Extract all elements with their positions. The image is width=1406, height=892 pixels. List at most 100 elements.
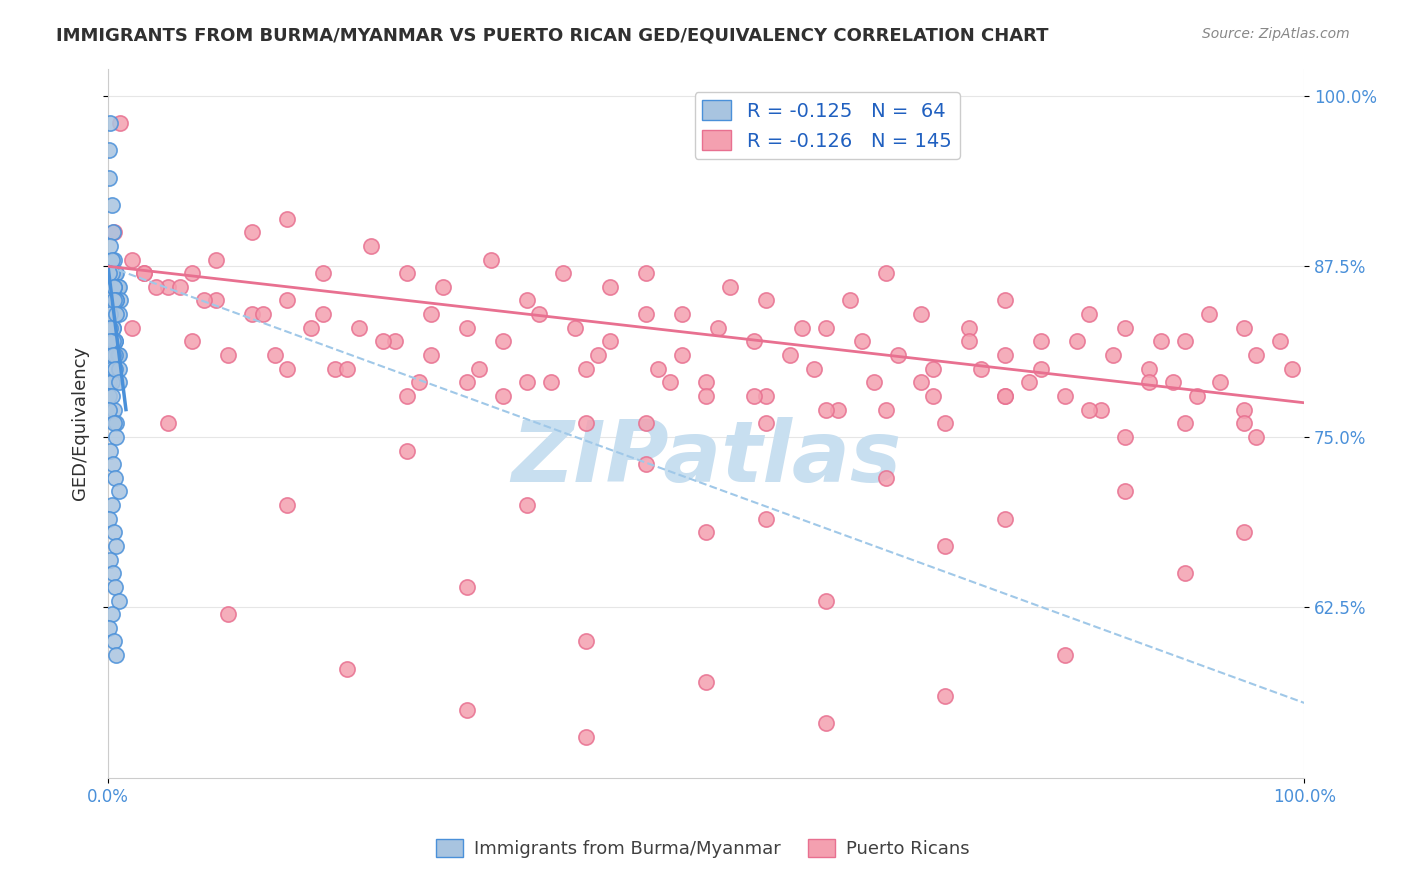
- Point: [695, 389, 717, 403]
- Point: [671, 307, 693, 321]
- Point: [145, 280, 167, 294]
- Point: [180, 334, 202, 349]
- Point: [814, 320, 837, 334]
- Point: [103, 280, 125, 294]
- Point: [104, 580, 127, 594]
- Legend: R = -0.125   N =  64, R = -0.126   N = 145: R = -0.125 N = 64, R = -0.126 N = 145: [695, 93, 959, 159]
- Point: [1174, 566, 1197, 581]
- Point: [204, 252, 226, 267]
- Point: [1270, 334, 1292, 349]
- Point: [217, 607, 239, 622]
- Point: [1209, 376, 1232, 390]
- Point: [1137, 361, 1160, 376]
- Point: [516, 376, 538, 390]
- Point: [98, 170, 121, 185]
- Point: [104, 266, 127, 280]
- Point: [575, 416, 598, 430]
- Point: [1114, 320, 1136, 334]
- Point: [659, 376, 682, 390]
- Point: [1161, 376, 1184, 390]
- Point: [103, 525, 125, 540]
- Point: [101, 457, 124, 471]
- Point: [910, 376, 932, 390]
- Point: [875, 402, 897, 417]
- Point: [105, 416, 128, 430]
- Point: [100, 266, 122, 280]
- Point: [1246, 430, 1268, 444]
- Point: [240, 307, 263, 321]
- Point: [98, 621, 121, 635]
- Point: [803, 361, 825, 376]
- Point: [695, 376, 717, 390]
- Point: [588, 348, 610, 362]
- Text: IMMIGRANTS FROM BURMA/MYANMAR VS PUERTO RICAN GED/EQUIVALENCY CORRELATION CHART: IMMIGRANTS FROM BURMA/MYANMAR VS PUERTO …: [56, 27, 1049, 45]
- Point: [107, 361, 129, 376]
- Point: [540, 376, 562, 390]
- Point: [599, 334, 621, 349]
- Point: [886, 348, 908, 362]
- Point: [779, 348, 801, 362]
- Point: [551, 266, 574, 280]
- Point: [101, 334, 124, 349]
- Point: [742, 389, 765, 403]
- Point: [1066, 334, 1088, 349]
- Point: [105, 430, 128, 444]
- Point: [695, 675, 717, 690]
- Point: [100, 198, 122, 212]
- Point: [1029, 361, 1052, 376]
- Point: [922, 361, 945, 376]
- Point: [934, 539, 956, 553]
- Point: [240, 225, 263, 239]
- Point: [1198, 307, 1220, 321]
- Point: [957, 320, 980, 334]
- Point: [371, 334, 394, 349]
- Point: [312, 266, 335, 280]
- Point: [1233, 402, 1256, 417]
- Point: [100, 320, 122, 334]
- Point: [1150, 334, 1173, 349]
- Point: [456, 703, 478, 717]
- Point: [695, 525, 717, 540]
- Point: [98, 144, 121, 158]
- Point: [1185, 389, 1208, 403]
- Point: [104, 334, 127, 349]
- Point: [107, 376, 129, 390]
- Point: [98, 376, 121, 390]
- Point: [1174, 334, 1197, 349]
- Point: [934, 689, 956, 703]
- Point: [217, 348, 239, 362]
- Point: [742, 334, 765, 349]
- Point: [121, 252, 143, 267]
- Point: [98, 389, 121, 403]
- Point: [420, 348, 443, 362]
- Point: [299, 320, 322, 334]
- Point: [827, 402, 849, 417]
- Point: [875, 471, 897, 485]
- Point: [101, 348, 124, 362]
- Point: [755, 389, 778, 403]
- Point: [875, 266, 897, 280]
- Point: [1018, 376, 1040, 390]
- Point: [100, 376, 122, 390]
- Point: [108, 116, 131, 130]
- Point: [994, 293, 1017, 308]
- Point: [479, 252, 502, 267]
- Point: [575, 634, 598, 648]
- Point: [103, 293, 125, 308]
- Point: [101, 225, 124, 239]
- Point: [994, 389, 1017, 403]
- Point: [101, 566, 124, 581]
- Text: ZIPatlas: ZIPatlas: [510, 417, 901, 500]
- Point: [814, 402, 837, 417]
- Point: [432, 280, 454, 294]
- Text: Source: ZipAtlas.com: Source: ZipAtlas.com: [1202, 27, 1350, 41]
- Point: [104, 334, 127, 349]
- Point: [1281, 361, 1303, 376]
- Point: [312, 307, 335, 321]
- Point: [98, 266, 121, 280]
- Point: [276, 293, 298, 308]
- Point: [1090, 402, 1112, 417]
- Point: [934, 416, 956, 430]
- Point: [408, 376, 430, 390]
- Point: [492, 389, 515, 403]
